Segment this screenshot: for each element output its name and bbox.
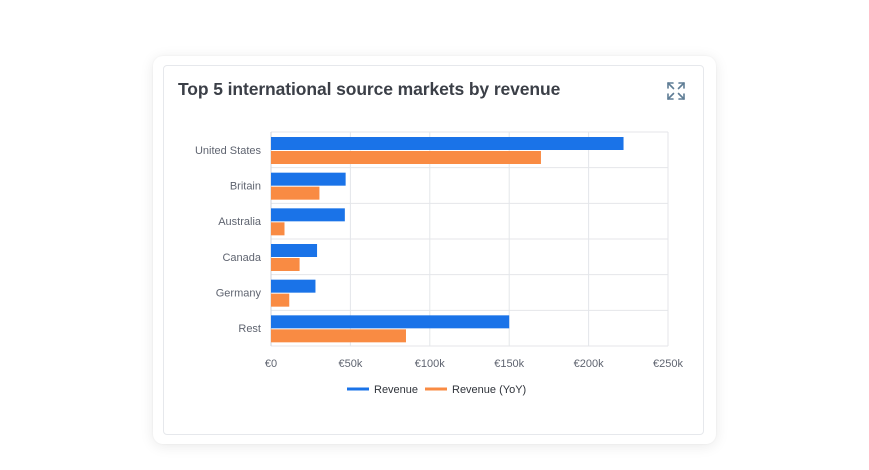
legend-label: Revenue (YoY) [452,384,526,396]
bar-revenue-yoy [271,186,320,200]
bar-revenue [271,244,318,257]
x-tick-label: €250k [653,358,683,370]
legend-swatch-revenue [347,387,369,391]
y-tick-label: Rest [238,323,261,335]
bar-revenue [271,172,346,186]
chart-card [163,65,704,435]
y-tick-label: Canada [222,252,261,264]
bar-revenue-yoy [271,151,541,164]
x-tick-label: €200k [574,358,604,370]
bar-revenue-yoy [271,329,406,343]
x-tick-label: €50k [338,358,362,370]
y-tick-label: United States [195,145,262,157]
legend-swatch-revenue-yoy [425,387,447,391]
expand-icon [667,82,685,100]
y-tick-label: Germany [216,288,262,300]
x-tick-label: €100k [415,358,445,370]
x-tick-label: €0 [265,358,277,370]
bar-revenue-yoy [271,222,285,236]
bar-revenue [271,315,510,329]
bar-revenue-yoy [271,293,290,307]
chart-title: Top 5 international source markets by re… [178,79,561,99]
y-tick-label: Australia [218,216,262,228]
bar-revenue [271,208,345,222]
bar-revenue-yoy [271,258,300,271]
expand-button[interactable] [666,81,686,101]
y-tick-label: Britain [230,181,261,193]
legend-label: Revenue [374,384,418,396]
bar-revenue [271,137,624,150]
x-tick-label: €150k [494,358,524,370]
bar-revenue [271,279,316,293]
